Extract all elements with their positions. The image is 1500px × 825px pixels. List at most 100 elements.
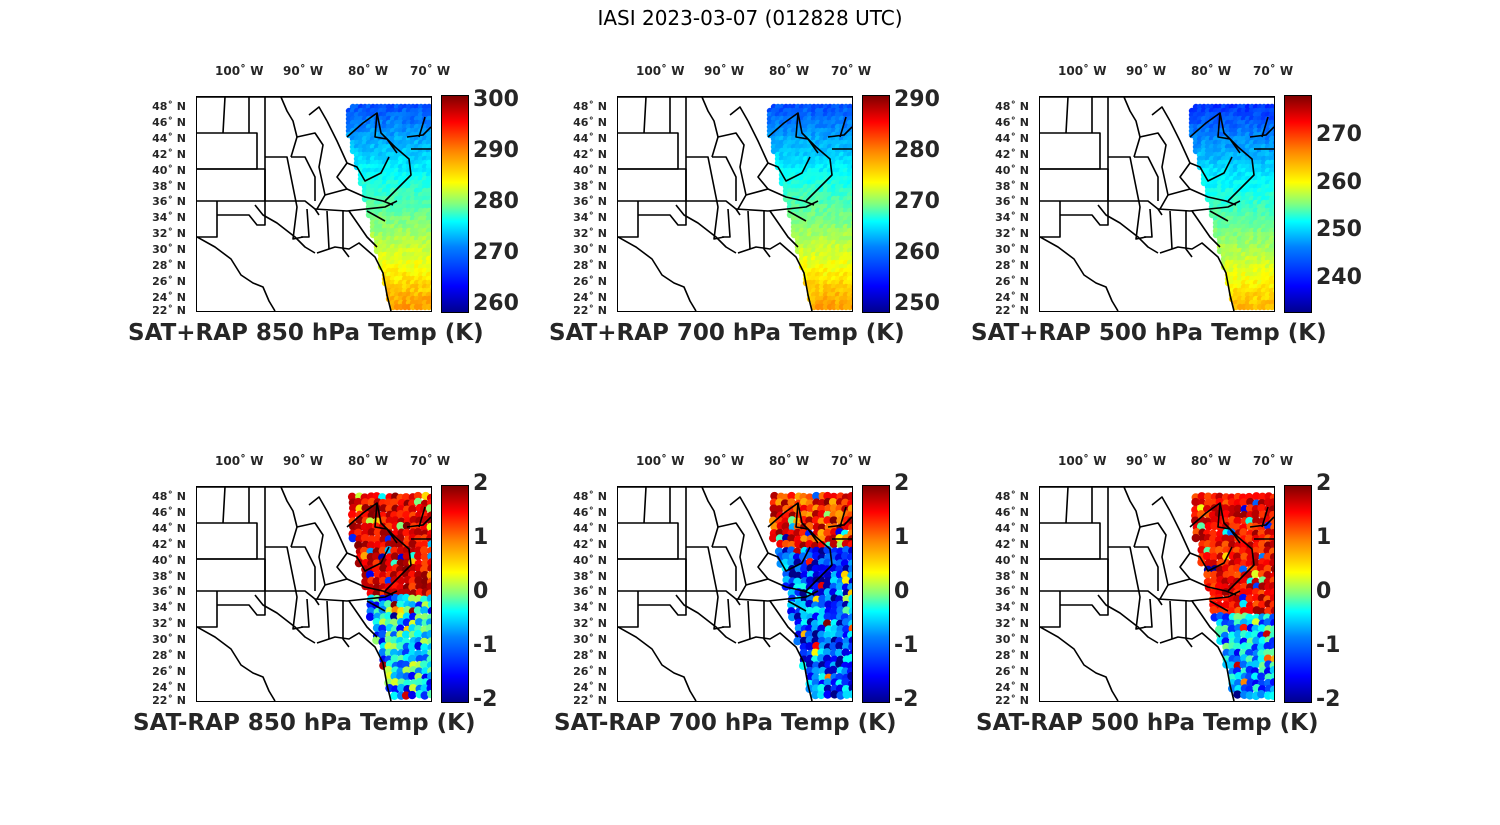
colorbar-tick-label: -1 (1316, 633, 1341, 658)
observation-points (1191, 492, 1274, 701)
lat-tick-label: 48˚ N (152, 100, 186, 113)
colorbar-tick-label: 270 (1316, 122, 1362, 148)
colorbar (441, 485, 469, 703)
lat-tick-label: 28˚ N (995, 259, 1029, 272)
lat-tick-label: 38˚ N (152, 569, 186, 583)
lat-tick-label: 40˚ N (995, 553, 1029, 567)
map-panel: 100˚ W 90˚ W 80˚ W 70˚ W 48˚ N 46˚ N 44˚ N 42˚ … (128, 454, 548, 784)
lat-tick-label: 46˚ N (573, 505, 607, 519)
lat-tick-label: 38˚ N (152, 179, 186, 193)
colorbar-tick-label: 0 (1316, 579, 1332, 604)
lat-tick-label: 42˚ N (573, 147, 607, 161)
lat-tick-label: 34˚ N (573, 601, 607, 615)
lon-tick-label: 100˚ W (636, 64, 685, 78)
colorbar-tick-label: 260 (473, 290, 519, 316)
lat-tick-label: 36˚ N (152, 195, 186, 209)
lon-tick-label: 80˚ W (1191, 64, 1232, 78)
lat-tick-label: 38˚ N (573, 179, 607, 193)
lat-tick-label: 22˚ N (152, 693, 186, 707)
lat-tick-label: 42˚ N (152, 537, 186, 551)
lon-tick-label: 100˚ W (215, 64, 264, 78)
lat-tick-label: 22˚ N (573, 303, 607, 317)
state-boundaries (1040, 487, 1274, 701)
lon-tick-label: 90˚ W (704, 64, 745, 78)
colorbar-tick-label: 1 (894, 525, 910, 550)
lon-tick-label: 70˚ W (831, 454, 872, 468)
map-frame (196, 486, 432, 702)
lat-tick-label: 24˚ N (573, 680, 607, 694)
lon-tick-label: 90˚ W (283, 454, 324, 468)
lat-tick-label: 34˚ N (152, 211, 186, 225)
colorbar (1284, 485, 1312, 703)
panel-title: SAT+RAP 850 hPa Temp (K) (128, 320, 484, 346)
map-frame (1039, 96, 1275, 312)
colorbar-tick-label: 0 (473, 579, 489, 604)
colorbar-tick-label: 290 (894, 87, 940, 113)
lat-tick-label: 44˚ N (573, 521, 607, 535)
map-panel: 100˚ W 90˚ W 80˚ W 70˚ W 48˚ N 46˚ N 44˚ N 42˚ … (971, 454, 1391, 784)
lon-tick-label: 90˚ W (1126, 64, 1167, 78)
colorbar-tick-label: 2 (473, 471, 489, 496)
map-panel: 100˚ W 90˚ W 80˚ W 70˚ W 48˚ N 46˚ N 44˚ N 42˚ … (971, 64, 1391, 394)
lon-tick-label: 70˚ W (410, 454, 451, 468)
map-frame (1039, 486, 1275, 702)
lat-tick-label: 48˚ N (995, 490, 1029, 503)
lon-tick-label: 70˚ W (1253, 454, 1294, 468)
colorbar-tick-label: 2 (894, 471, 910, 496)
lat-tick-label: 40˚ N (573, 163, 607, 177)
lat-tick-label: 32˚ N (995, 617, 1029, 631)
lat-tick-label: 40˚ N (995, 163, 1029, 177)
map-panel: 100˚ W 90˚ W 80˚ W 70˚ W 48˚ N 46˚ N 44˚ N 42˚ … (549, 64, 969, 394)
map-canvas (1040, 97, 1274, 311)
lon-tick-label: 80˚ W (769, 454, 810, 468)
lat-tick-label: 44˚ N (152, 521, 186, 535)
lat-tick-label: 24˚ N (573, 290, 607, 304)
lat-tick-label: 24˚ N (152, 680, 186, 694)
observation-points (768, 491, 852, 700)
map-panel: 100˚ W 90˚ W 80˚ W 70˚ W 48˚ N 46˚ N 44˚ N 42˚ … (128, 64, 548, 394)
lat-tick-label: 44˚ N (152, 131, 186, 145)
lat-tick-label: 36˚ N (573, 195, 607, 209)
lat-tick-label: 48˚ N (995, 100, 1029, 113)
state-boundaries (1040, 97, 1274, 311)
lon-tick-label: 100˚ W (636, 454, 685, 468)
lat-tick-label: 34˚ N (152, 601, 186, 615)
panel-title: SAT-RAP 850 hPa Temp (K) (133, 710, 476, 736)
panel-title: SAT+RAP 700 hPa Temp (K) (549, 320, 905, 346)
colorbar-tick-label: 270 (894, 189, 940, 214)
lat-tick-label: 34˚ N (573, 211, 607, 225)
colorbar (1284, 95, 1312, 313)
map-panel: 100˚ W 90˚ W 80˚ W 70˚ W 48˚ N 46˚ N 44˚ N 42˚ … (549, 454, 969, 784)
lat-tick-label: 26˚ N (152, 274, 186, 288)
lat-tick-label: 32˚ N (573, 227, 607, 241)
lat-tick-label: 34˚ N (995, 601, 1029, 615)
colorbar-tick-label: 250 (894, 290, 940, 316)
panel-title: SAT-RAP 500 hPa Temp (K) (976, 710, 1319, 736)
lat-tick-label: 22˚ N (573, 693, 607, 707)
lat-tick-label: 32˚ N (152, 617, 186, 631)
lat-tick-label: 26˚ N (573, 274, 607, 288)
observation-points (1188, 103, 1274, 311)
state-boundaries (197, 487, 431, 701)
colorbar-tick-label: 1 (473, 525, 489, 550)
colorbar (862, 95, 890, 313)
lat-tick-label: 46˚ N (995, 505, 1029, 519)
colorbar-tick-label: -1 (894, 633, 919, 658)
colorbar-tick-label: 1 (1316, 525, 1332, 550)
lon-tick-label: 90˚ W (704, 454, 745, 468)
lat-tick-label: 26˚ N (152, 664, 186, 678)
lat-tick-label: 30˚ N (995, 633, 1029, 647)
lon-tick-label: 100˚ W (1058, 64, 1107, 78)
colorbar (441, 95, 469, 313)
observation-points (347, 491, 431, 700)
colorbar-tick-label: 0 (894, 579, 910, 604)
colorbar-tick-label: 280 (473, 189, 519, 214)
lon-tick-label: 90˚ W (1126, 454, 1167, 468)
lat-tick-label: 42˚ N (995, 537, 1029, 551)
figure-title: IASI 2023-03-07 (012828 UTC) (597, 6, 903, 30)
lat-tick-label: 48˚ N (152, 490, 186, 503)
map-canvas (618, 487, 852, 701)
colorbar-tick-label: 260 (1316, 169, 1362, 195)
colorbar (862, 485, 890, 703)
lat-tick-label: 46˚ N (152, 505, 186, 519)
